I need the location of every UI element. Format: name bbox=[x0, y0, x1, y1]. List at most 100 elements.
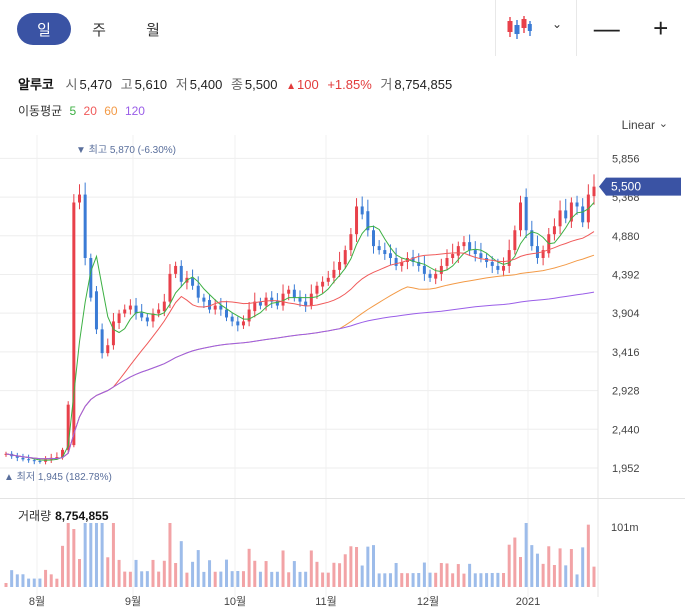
chart-type-selector[interactable]: ⌄ bbox=[495, 0, 576, 56]
volume-bar bbox=[89, 523, 93, 587]
zoom-out-button[interactable]: — bbox=[593, 12, 620, 43]
candle-body bbox=[55, 457, 59, 459]
volume-bar bbox=[241, 571, 245, 587]
volume-bar bbox=[100, 523, 104, 587]
scale-mode-selector[interactable]: Linear bbox=[621, 118, 655, 132]
volume-bar bbox=[94, 523, 98, 587]
price-chart[interactable]: 5,8565,3684,8804,3923,9043,4162,9282,440… bbox=[0, 135, 685, 607]
candle-body bbox=[490, 261, 494, 266]
volume-bar bbox=[586, 524, 590, 587]
candle-body bbox=[298, 296, 302, 302]
ma-line-20 bbox=[5, 231, 595, 460]
volume-bar bbox=[541, 563, 545, 587]
price-summary: 알루코 시 5,470 고 5,610 저 5,400 종 5,500 ▲100 +1.… bbox=[18, 77, 453, 92]
volume-bar bbox=[123, 571, 127, 587]
volume-bar bbox=[490, 573, 494, 587]
tab-daily[interactable]: 일 bbox=[17, 13, 71, 45]
volume-bar bbox=[162, 560, 166, 587]
change-up-icon: ▲ bbox=[286, 81, 296, 92]
volume-bar bbox=[513, 537, 517, 587]
volume-bar bbox=[270, 571, 274, 587]
ma-line-5 bbox=[5, 202, 595, 461]
chevron-down-icon[interactable]: ⌄ bbox=[658, 118, 668, 130]
ma-20: 20 bbox=[83, 104, 97, 118]
candle-body bbox=[196, 285, 200, 298]
chart-toolbar: ⌄ — + bbox=[495, 0, 685, 56]
volume-bar bbox=[485, 573, 489, 587]
tab-monthly[interactable]: 월 bbox=[146, 21, 160, 39]
candle-body bbox=[343, 250, 347, 265]
volume-bar bbox=[44, 569, 48, 587]
x-tick-label: 9월 bbox=[125, 595, 141, 607]
volume-bar bbox=[315, 561, 319, 587]
volume-bar bbox=[326, 572, 330, 587]
volume-tick-label: 101m bbox=[611, 522, 639, 534]
volume-bar bbox=[400, 573, 404, 587]
volume-bar bbox=[405, 573, 409, 587]
y-tick-label: 2,440 bbox=[612, 424, 640, 436]
candle-body bbox=[157, 309, 161, 314]
volume-legend: 거래량 8,754,855 bbox=[18, 509, 109, 523]
candle-body bbox=[32, 460, 36, 462]
candle-body bbox=[445, 258, 449, 266]
x-tick-label: 8월 bbox=[29, 595, 45, 607]
y-tick-label: 1,952 bbox=[612, 463, 640, 475]
candle-body bbox=[202, 297, 206, 302]
volume-bar bbox=[496, 572, 500, 587]
volume-bar bbox=[581, 547, 585, 587]
candle-body bbox=[462, 242, 466, 247]
moving-average-title: 이동평균 bbox=[18, 104, 63, 118]
volume-bar bbox=[332, 562, 336, 587]
candle-body bbox=[422, 265, 426, 274]
x-tick-label: 2021 bbox=[516, 596, 540, 607]
volume-bar bbox=[106, 557, 110, 587]
candle-body bbox=[304, 301, 308, 306]
volume-bar bbox=[530, 545, 534, 587]
volume-bar bbox=[253, 560, 257, 587]
candle-body bbox=[168, 273, 172, 302]
high-price: 5,610 bbox=[134, 77, 168, 92]
volume-bar bbox=[275, 571, 279, 587]
volume-bar bbox=[411, 573, 415, 587]
volume-bar bbox=[535, 553, 539, 587]
volume-bar bbox=[592, 566, 596, 587]
candle-body bbox=[558, 210, 562, 227]
candle-body bbox=[411, 257, 415, 262]
volume-bar bbox=[208, 560, 212, 587]
tab-weekly[interactable]: 주 bbox=[92, 21, 106, 39]
volume-bar bbox=[507, 544, 511, 587]
volume-bar bbox=[191, 561, 195, 587]
ma-120: 120 bbox=[124, 104, 145, 118]
volume-bar bbox=[547, 546, 551, 587]
candle-body bbox=[502, 265, 506, 271]
candle-body bbox=[564, 210, 568, 219]
volume-bar bbox=[456, 564, 460, 587]
volume-bar bbox=[281, 550, 285, 587]
volume-bar bbox=[185, 572, 189, 587]
volume-bar bbox=[247, 548, 251, 587]
candle-body bbox=[377, 246, 381, 251]
volume-bar bbox=[151, 559, 155, 587]
volume-bar bbox=[179, 541, 183, 587]
volume-bar bbox=[128, 571, 132, 587]
candle-body bbox=[519, 202, 522, 231]
candle-body bbox=[400, 261, 404, 266]
y-tick-label: 3,416 bbox=[612, 347, 640, 359]
candle-body bbox=[174, 265, 178, 274]
candle-body bbox=[417, 261, 421, 266]
candle-body bbox=[258, 301, 262, 306]
y-tick-label: 4,392 bbox=[612, 269, 640, 281]
volume-bar bbox=[417, 573, 421, 587]
candle-body bbox=[213, 305, 217, 310]
zoom-in-button[interactable]: + bbox=[653, 12, 669, 43]
volume-bar bbox=[236, 571, 240, 587]
volume-bar bbox=[258, 571, 262, 587]
moving-average-legend: 이동평균 5 20 60 120 bbox=[18, 102, 145, 119]
volume-bar bbox=[343, 554, 347, 587]
volume-bar bbox=[439, 563, 443, 587]
volume-bar bbox=[292, 561, 296, 587]
candle-body bbox=[83, 194, 87, 258]
volume-bar bbox=[422, 562, 426, 587]
candle-body bbox=[541, 250, 545, 258]
candle-body bbox=[100, 329, 104, 354]
